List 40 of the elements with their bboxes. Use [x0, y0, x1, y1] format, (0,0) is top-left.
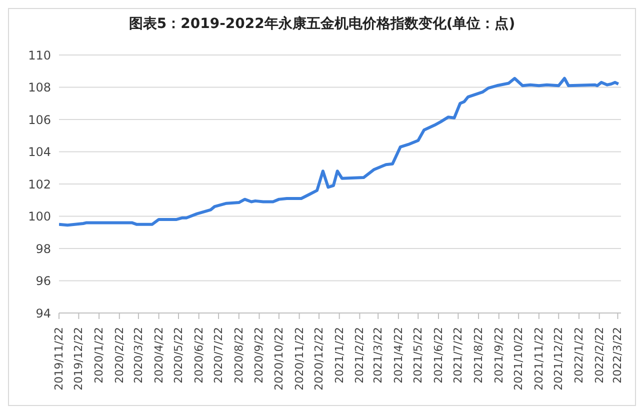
x-tick-label: 2020/7/22 [212, 327, 226, 384]
x-tick-label: 2020/2/22 [112, 327, 126, 384]
x-tick-label: 2021/1/22 [332, 327, 346, 384]
x-tick-label: 2020/11/22 [292, 327, 306, 390]
chart-title: 图表5：2019-2022年永康五金机电价格指数变化(单位：点) [128, 15, 516, 33]
x-tick-label: 2020/12/22 [312, 327, 326, 390]
line-series [59, 76, 620, 227]
x-tick-label: 2021/7/22 [452, 327, 465, 384]
x-tick-label: 2020/10/22 [272, 327, 286, 390]
y-tick-label: 104 [28, 145, 51, 160]
y-tick-label: 98 [36, 242, 51, 256]
x-tick-label: 2019/12/22 [72, 327, 86, 390]
x-tick-label: 2020/3/22 [132, 327, 145, 384]
x-tick-label: 2020/5/22 [172, 327, 185, 384]
x-tick-label: 2021/9/22 [492, 327, 506, 384]
y-tick-label: 100 [28, 210, 51, 224]
x-tick-label: 2020/8/22 [232, 327, 246, 384]
y-tick-label: 96 [36, 274, 51, 288]
x-tick-label: 2021/3/22 [372, 327, 385, 384]
y-tick-label: 94 [36, 306, 51, 320]
x-tick-label: 2021/8/22 [472, 327, 486, 384]
x-tick-label: 2020/1/22 [92, 327, 106, 384]
x-tick-label: 2022/1/22 [572, 327, 586, 384]
x-tick-label: 2020/6/22 [192, 327, 206, 384]
y-tick-label: 102 [28, 177, 51, 192]
x-tick-label: 2021/2/22 [353, 327, 366, 384]
x-tick-label: 2022/2/22 [592, 327, 606, 384]
y-tick-label: 106 [28, 112, 51, 127]
x-tick-label: 2022/3/22 [611, 327, 624, 384]
x-tick-label: 2021/11/22 [532, 327, 546, 390]
y-tick-label: 110 [28, 48, 51, 62]
x-tick-label: 2019/11/22 [52, 327, 66, 390]
x-tick-label: 2021/12/22 [552, 327, 566, 390]
x-tick-label: 2020/9/22 [252, 327, 266, 384]
x-tick-label: 2021/10/22 [512, 327, 526, 390]
y-tick-label: 108 [28, 80, 51, 95]
x-tick-label: 2020/4/22 [152, 327, 166, 384]
x-tick-label: 2021/5/22 [412, 327, 425, 384]
x-tick-label: 2021/4/22 [392, 327, 405, 384]
x-tick-label: 2021/6/22 [432, 327, 445, 384]
